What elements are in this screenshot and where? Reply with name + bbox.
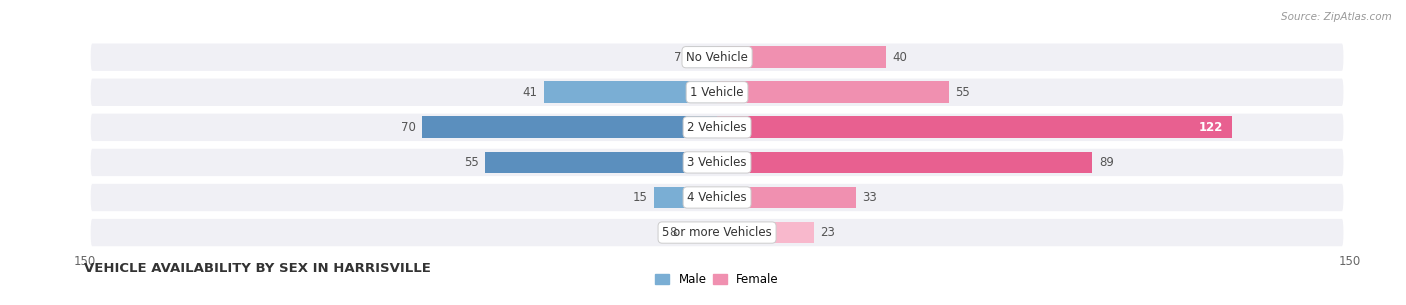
Bar	[485, 152, 717, 173]
Text: 122: 122	[1199, 121, 1223, 134]
Text: 55: 55	[956, 86, 970, 99]
FancyBboxPatch shape	[90, 114, 1344, 141]
Text: 55: 55	[464, 156, 479, 169]
FancyBboxPatch shape	[90, 44, 1344, 71]
Bar	[544, 81, 717, 103]
FancyBboxPatch shape	[90, 79, 1344, 106]
Text: 23: 23	[821, 226, 835, 239]
Text: 70: 70	[401, 121, 416, 134]
Text: 5 or more Vehicles: 5 or more Vehicles	[662, 226, 772, 239]
Text: Source: ZipAtlas.com: Source: ZipAtlas.com	[1281, 12, 1392, 22]
Text: 33: 33	[863, 191, 877, 204]
Bar	[422, 117, 717, 138]
Text: 4 Vehicles: 4 Vehicles	[688, 191, 747, 204]
FancyBboxPatch shape	[90, 219, 1344, 246]
Bar	[654, 187, 717, 208]
Text: 89: 89	[1099, 156, 1114, 169]
Bar	[717, 46, 886, 68]
Text: 40: 40	[893, 51, 907, 64]
Text: 8: 8	[669, 226, 678, 239]
Text: 2 Vehicles: 2 Vehicles	[688, 121, 747, 134]
Legend: Male, Female: Male, Female	[651, 268, 783, 290]
Bar	[717, 81, 949, 103]
Bar	[717, 152, 1092, 173]
Text: 15: 15	[633, 191, 648, 204]
Text: 7: 7	[673, 51, 682, 64]
FancyBboxPatch shape	[90, 149, 1344, 176]
Bar	[683, 222, 717, 243]
FancyBboxPatch shape	[90, 184, 1344, 211]
Text: No Vehicle: No Vehicle	[686, 51, 748, 64]
Text: 41: 41	[523, 86, 538, 99]
Text: 3 Vehicles: 3 Vehicles	[688, 156, 747, 169]
Bar	[717, 222, 814, 243]
Bar	[717, 117, 1232, 138]
Text: 1 Vehicle: 1 Vehicle	[690, 86, 744, 99]
Bar	[717, 187, 856, 208]
Bar	[688, 46, 717, 68]
Text: VEHICLE AVAILABILITY BY SEX IN HARRISVILLE: VEHICLE AVAILABILITY BY SEX IN HARRISVIL…	[84, 262, 432, 275]
